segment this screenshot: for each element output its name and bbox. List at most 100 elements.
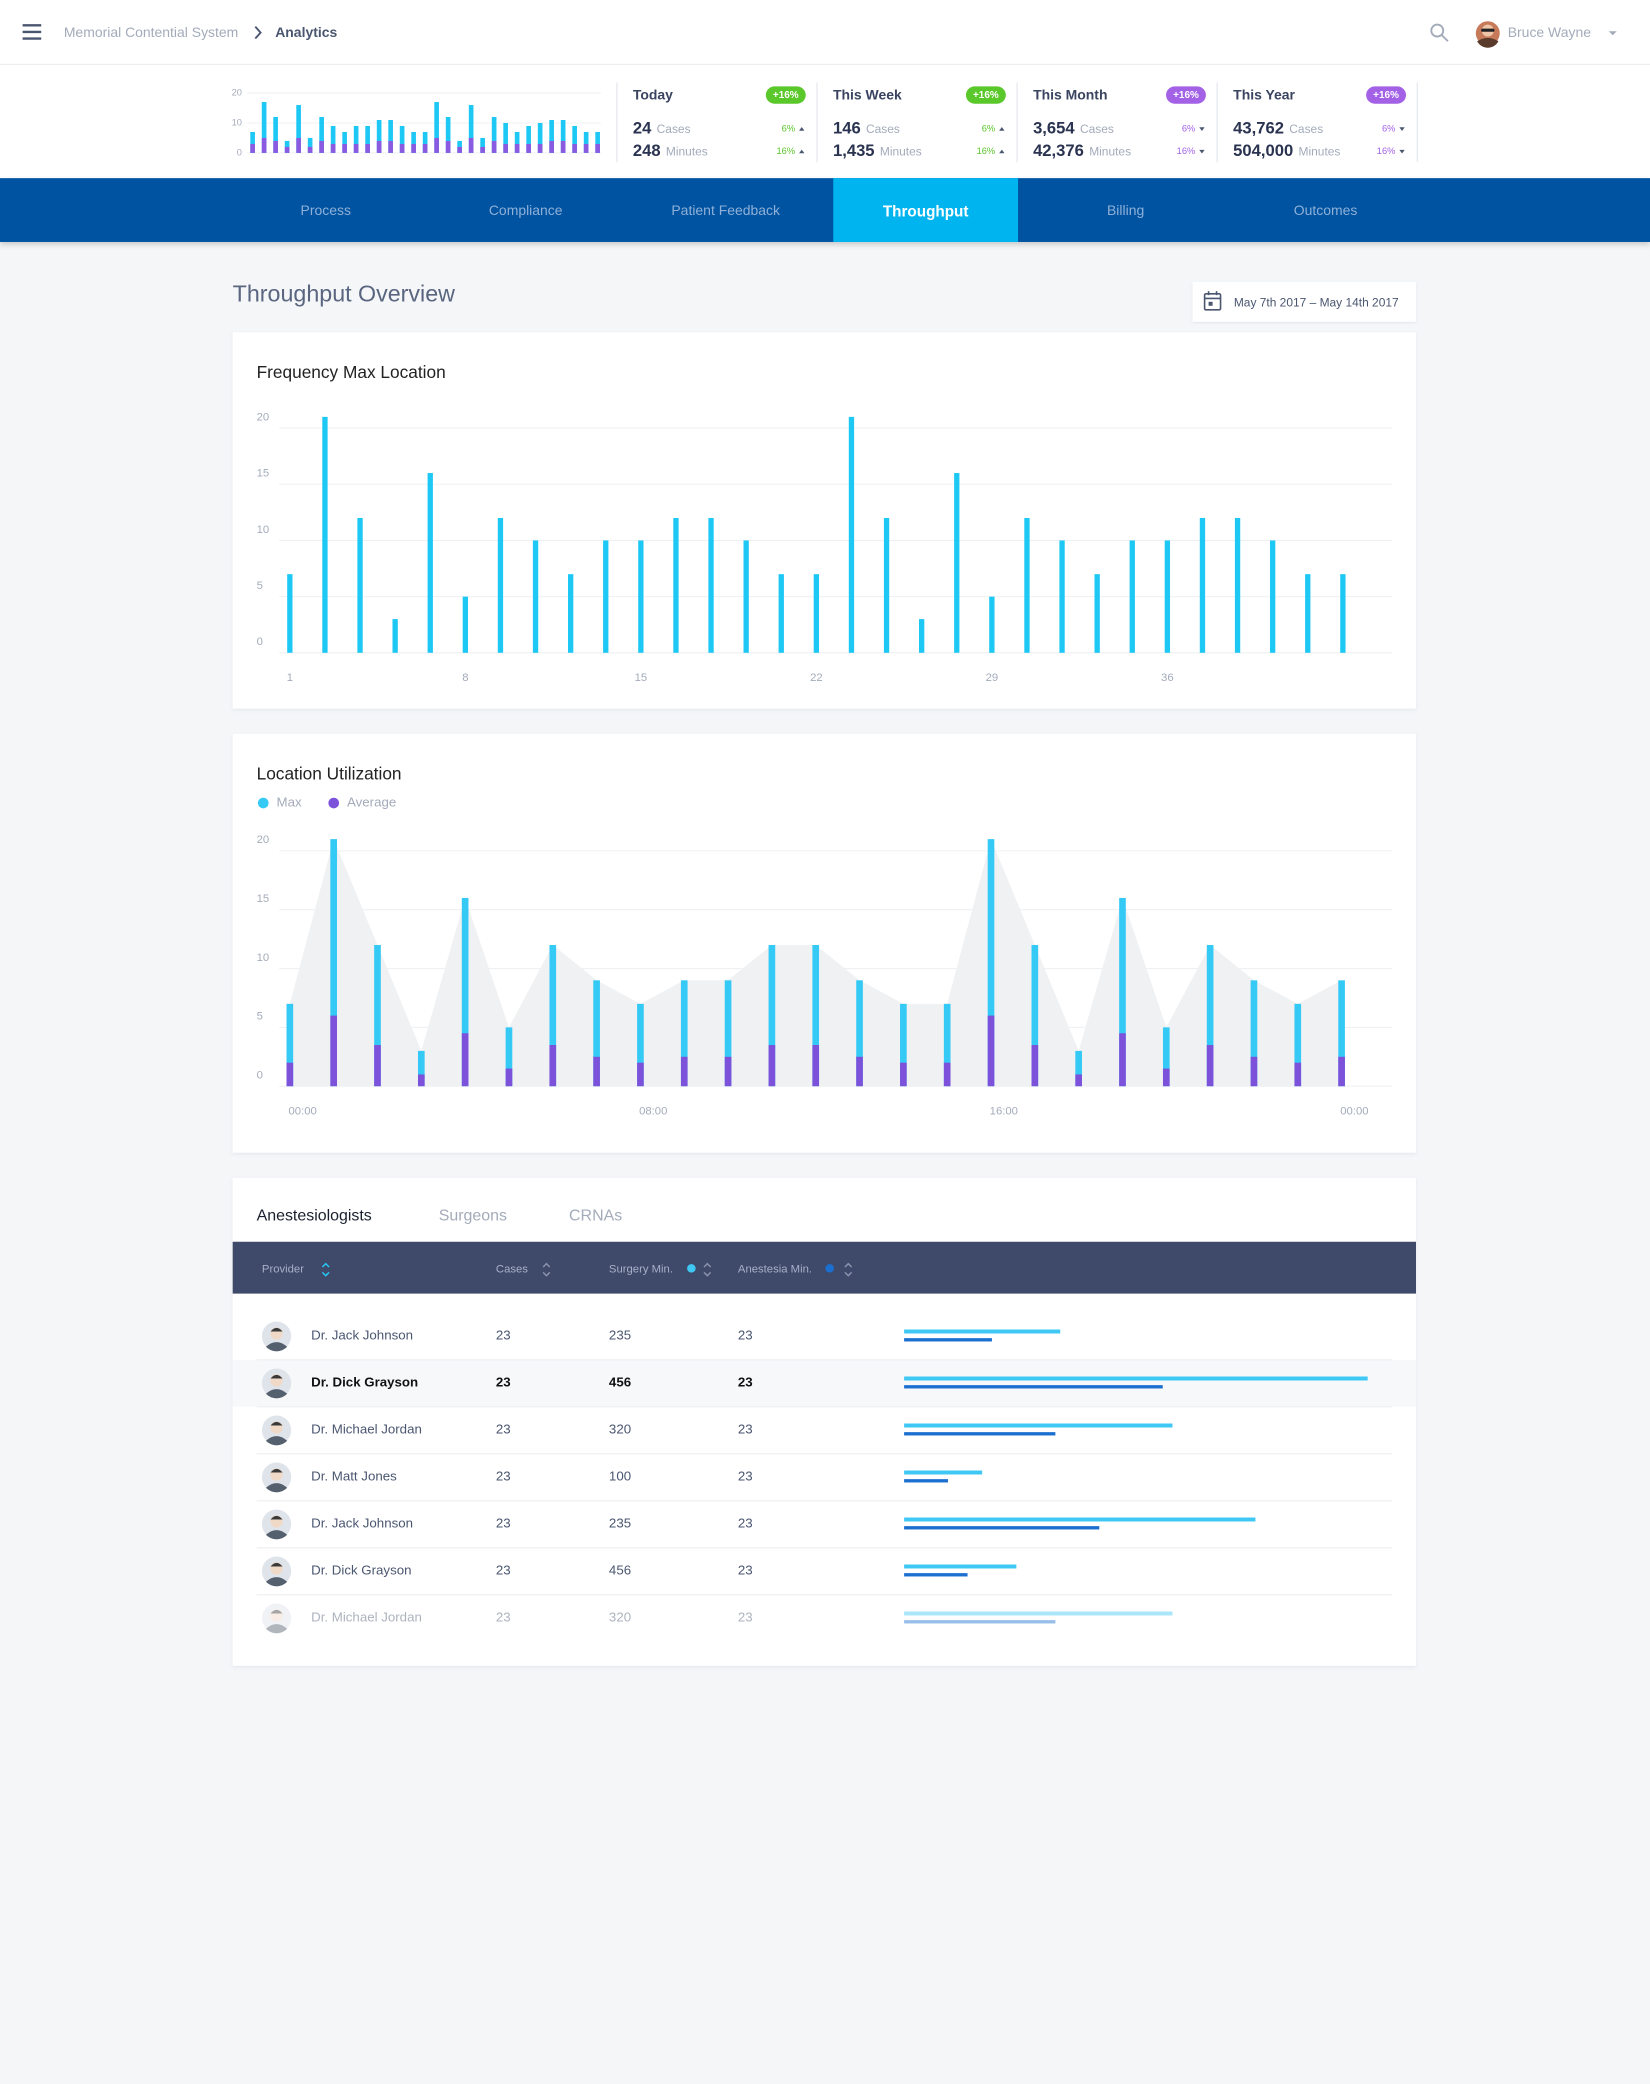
bar [954, 473, 960, 653]
nav-tab[interactable]: Patient Feedback [671, 202, 780, 218]
bar [537, 122, 543, 153]
bar [680, 980, 688, 1087]
sort-icon[interactable] [542, 1262, 551, 1277]
anesthesia-bar [904, 1385, 1163, 1389]
anesthesia-bar [904, 1432, 1056, 1436]
nav-tab[interactable]: Compliance [489, 202, 563, 218]
x-tick-label: 00:00 [1340, 1105, 1368, 1117]
bar [549, 945, 557, 1087]
bar [567, 574, 574, 653]
breadcrumb-link[interactable]: Memorial Contential System [64, 24, 238, 40]
bar [250, 143, 255, 153]
y-tick-label: 10 [232, 117, 242, 127]
surgery-cell: 100 [609, 1469, 631, 1484]
bar [708, 517, 714, 653]
bar [250, 131, 255, 153]
nav-tab[interactable]: Billing [1107, 202, 1144, 218]
bar [505, 1027, 513, 1087]
bar [427, 473, 433, 653]
y-tick-label: 15 [257, 893, 270, 905]
bar [583, 131, 589, 153]
provider-name[interactable]: Dr. Michael Jordan [311, 1610, 422, 1625]
column-swatch [687, 1264, 696, 1273]
column-header[interactable]: Anestesia Min. [738, 1264, 812, 1276]
bar [491, 116, 497, 153]
legend-swatch [328, 797, 340, 809]
bar [673, 517, 679, 653]
nav-tab[interactable]: Process [301, 202, 351, 218]
stat-minutes-change: 16% [977, 146, 996, 156]
date-range[interactable]: May 7th 2017 – May 14th 2017 [1234, 295, 1399, 309]
menu-icon[interactable] [22, 24, 42, 40]
nav-tab-active-label[interactable]: Throughput [883, 204, 969, 221]
anesthesia-cell: 23 [738, 1422, 753, 1437]
bar [549, 140, 554, 153]
search-icon[interactable] [1430, 23, 1449, 42]
provider-name[interactable]: Dr. Dick Grayson [311, 1375, 418, 1390]
sort-icon[interactable] [321, 1262, 330, 1277]
stat-cases-unit: Cases [1289, 122, 1323, 136]
bar [392, 619, 398, 653]
surgery-cell: 235 [609, 1328, 631, 1343]
bar [1294, 1003, 1302, 1087]
column-header[interactable]: Cases [496, 1264, 528, 1276]
surgery-cell: 235 [609, 1516, 631, 1531]
table-tab[interactable]: Anestesiologists [257, 1208, 372, 1225]
sort-icon[interactable] [844, 1262, 853, 1277]
trend-arrow [1199, 127, 1205, 131]
legend-label[interactable]: Max [277, 795, 302, 810]
bar [989, 596, 995, 653]
bar [900, 1062, 907, 1087]
legend-label[interactable]: Average [347, 795, 396, 810]
table-tab[interactable]: Surgeons [439, 1208, 507, 1225]
stat-cases-change: 6% [782, 123, 795, 133]
column-header[interactable]: Provider [262, 1264, 304, 1276]
y-tick-label: 20 [257, 834, 270, 846]
bar [399, 143, 405, 153]
provider-name[interactable]: Dr. Dick Grayson [311, 1563, 411, 1578]
user-name[interactable]: Bruce Wayne [1508, 24, 1591, 40]
sort-icon[interactable] [703, 1262, 712, 1277]
bar [1075, 1050, 1082, 1087]
provider-name[interactable]: Dr. Matt Jones [311, 1469, 397, 1484]
bar [1024, 517, 1030, 653]
bar [273, 140, 278, 153]
table-tab[interactable]: CRNAs [569, 1208, 622, 1225]
bar [286, 1062, 294, 1087]
table-header [232, 1241, 1416, 1294]
y-tick-label: 10 [257, 524, 270, 536]
bar [1338, 980, 1345, 1087]
bar [856, 980, 863, 1087]
bar [900, 1003, 907, 1087]
provider-name[interactable]: Dr. Jack Johnson [311, 1516, 413, 1531]
provider-avatar [261, 1462, 292, 1493]
bar [1338, 1056, 1345, 1087]
stat-period: This Week [833, 86, 902, 102]
row-highlight [232, 1359, 1416, 1407]
column-header[interactable]: Surgery Min. [609, 1264, 673, 1276]
user-menu-caret[interactable] [1608, 31, 1617, 36]
anesthesia-cell: 23 [738, 1375, 753, 1390]
chart-title: Frequency Max Location [257, 362, 446, 382]
bar [583, 143, 589, 153]
surgery-cell: 456 [609, 1375, 631, 1390]
anesthesia-bar [904, 1479, 949, 1483]
provider-name[interactable]: Dr. Jack Johnson [311, 1328, 413, 1343]
nav-tab[interactable]: Outcomes [1294, 202, 1358, 218]
user-avatar[interactable] [1475, 21, 1500, 48]
stat-minutes-unit: Minutes [666, 144, 708, 158]
bar [445, 140, 451, 153]
bar [322, 416, 328, 653]
bar [1206, 945, 1214, 1087]
bar [461, 897, 469, 1087]
stat-badge-label: +16% [773, 90, 799, 101]
stat-cases-unit: Cases [1080, 122, 1114, 136]
bar [526, 125, 531, 153]
stat-minutes: 248 [633, 141, 661, 160]
provider-name[interactable]: Dr. Michael Jordan [311, 1422, 422, 1437]
bar [357, 517, 363, 653]
bar [330, 143, 336, 153]
trend-arrow [1399, 149, 1405, 154]
date-picker[interactable] [1192, 281, 1416, 322]
x-tick-label: 22 [810, 672, 823, 684]
